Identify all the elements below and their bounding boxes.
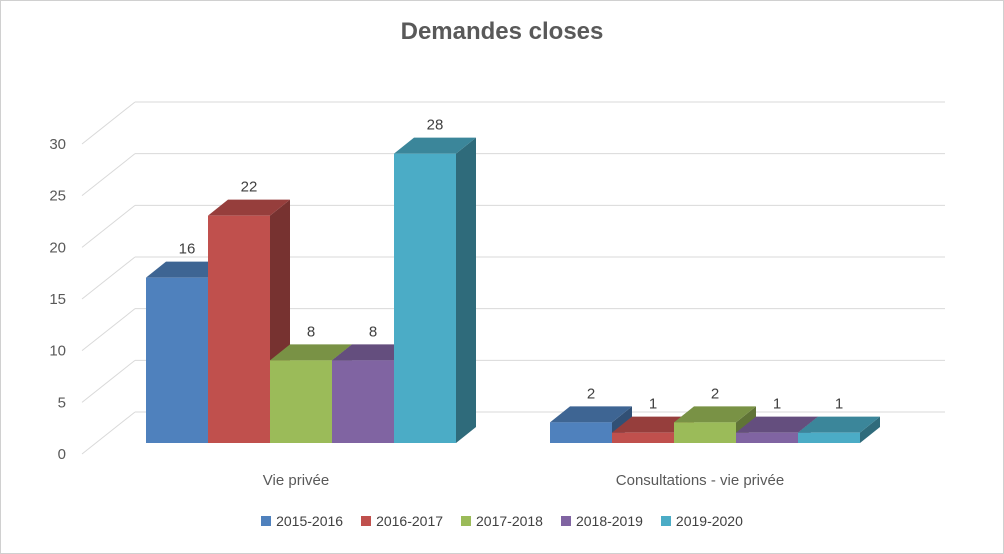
data-label: 2 xyxy=(711,385,719,402)
bar xyxy=(146,277,208,443)
gridline-side xyxy=(81,256,136,300)
bar-top xyxy=(612,416,694,433)
bar xyxy=(674,422,736,443)
legend-swatch xyxy=(261,516,272,526)
y-tick-label: 30 xyxy=(49,136,66,153)
x-category-label: Vie privée xyxy=(263,472,329,489)
gridline-side xyxy=(81,153,136,197)
data-label: 28 xyxy=(427,117,444,134)
gridline-side xyxy=(81,411,136,455)
data-label: 1 xyxy=(649,396,657,413)
bar-side xyxy=(456,137,476,443)
bar xyxy=(208,215,270,443)
chart-title: Demandes closes xyxy=(400,18,604,45)
bar xyxy=(332,360,394,443)
legend-swatch xyxy=(660,516,671,526)
bar-top xyxy=(270,344,352,361)
legend-label: 2019-2020 xyxy=(675,513,743,529)
bar-top xyxy=(332,344,414,361)
y-tick-label: 0 xyxy=(58,446,66,463)
bar xyxy=(612,432,674,443)
y-tick-label: 15 xyxy=(49,291,66,308)
data-label: 1 xyxy=(773,396,781,413)
bar-side xyxy=(860,416,880,443)
gridline-side xyxy=(81,359,136,403)
legend-label: 2015-2016 xyxy=(276,513,344,529)
gridline-side xyxy=(81,204,136,248)
data-label: 8 xyxy=(369,323,377,340)
bar xyxy=(798,432,860,443)
gridline-side xyxy=(81,101,136,145)
bar xyxy=(736,432,798,443)
legend-swatch xyxy=(461,516,472,526)
legend-item: 2017-2018 xyxy=(461,513,543,529)
bar-top xyxy=(146,261,228,278)
y-tick-label: 5 xyxy=(58,394,66,411)
legend-label: 2016-2017 xyxy=(376,513,444,529)
legend-item: 2016-2017 xyxy=(361,513,443,529)
legend-item: 2019-2020 xyxy=(660,513,743,529)
legend-label: 2017-2018 xyxy=(476,513,543,529)
y-tick-label: 25 xyxy=(49,188,66,205)
gridline-side xyxy=(81,308,136,352)
bar-top xyxy=(394,137,476,154)
legend-item: 2015-2016 xyxy=(261,513,343,529)
legend-swatch xyxy=(560,516,571,526)
bar-top xyxy=(674,406,756,423)
data-label: 16 xyxy=(179,241,196,258)
x-category-label: Consultations - vie privée xyxy=(616,472,784,489)
legend: 2015-2016 2016-2017 2017-2018 2018-2019 2019… xyxy=(0,513,1004,529)
data-label: 8 xyxy=(307,323,315,340)
bar-top xyxy=(550,406,632,423)
bar xyxy=(550,422,612,443)
data-label: 2 xyxy=(587,385,595,402)
bar-top xyxy=(208,199,290,216)
bar xyxy=(394,153,456,443)
data-label: 22 xyxy=(241,179,258,196)
data-label: 1 xyxy=(835,396,843,413)
y-tick-label: 20 xyxy=(49,239,66,256)
legend-item: 2018-2019 xyxy=(560,513,643,529)
y-tick-label: 10 xyxy=(49,343,66,360)
bar xyxy=(270,360,332,443)
bar-top xyxy=(798,416,880,433)
bar-top xyxy=(736,416,818,433)
legend-label: 2018-2019 xyxy=(575,513,643,529)
legend-swatch xyxy=(361,516,372,526)
